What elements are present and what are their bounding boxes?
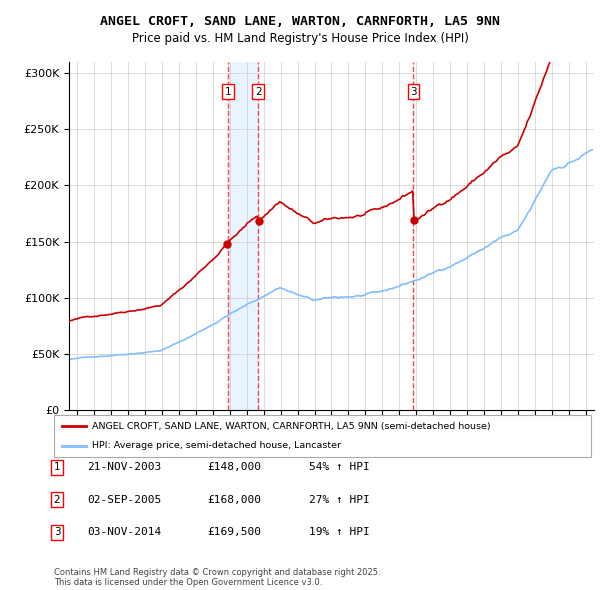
Text: ANGEL CROFT, SAND LANE, WARTON, CARNFORTH, LA5 9NN (semi-detached house): ANGEL CROFT, SAND LANE, WARTON, CARNFORT… bbox=[92, 422, 490, 431]
Text: 54% ↑ HPI: 54% ↑ HPI bbox=[309, 463, 370, 472]
Text: Contains HM Land Registry data © Crown copyright and database right 2025.
This d: Contains HM Land Registry data © Crown c… bbox=[54, 568, 380, 587]
Text: £169,500: £169,500 bbox=[207, 527, 261, 537]
Text: HPI: Average price, semi-detached house, Lancaster: HPI: Average price, semi-detached house,… bbox=[92, 441, 341, 450]
Text: £148,000: £148,000 bbox=[207, 463, 261, 472]
Text: 1: 1 bbox=[53, 463, 61, 472]
FancyBboxPatch shape bbox=[54, 415, 591, 457]
Text: Price paid vs. HM Land Registry's House Price Index (HPI): Price paid vs. HM Land Registry's House … bbox=[131, 32, 469, 45]
Text: 1: 1 bbox=[225, 87, 232, 97]
Text: 3: 3 bbox=[410, 87, 417, 97]
Text: 21-NOV-2003: 21-NOV-2003 bbox=[87, 463, 161, 472]
Text: 03-NOV-2014: 03-NOV-2014 bbox=[87, 527, 161, 537]
Text: 02-SEP-2005: 02-SEP-2005 bbox=[87, 495, 161, 504]
Bar bbox=[228, 62, 258, 410]
Text: 3: 3 bbox=[53, 527, 61, 537]
Text: 19% ↑ HPI: 19% ↑ HPI bbox=[309, 527, 370, 537]
Text: ANGEL CROFT, SAND LANE, WARTON, CARNFORTH, LA5 9NN: ANGEL CROFT, SAND LANE, WARTON, CARNFORT… bbox=[100, 15, 500, 28]
Text: £168,000: £168,000 bbox=[207, 495, 261, 504]
Text: 27% ↑ HPI: 27% ↑ HPI bbox=[309, 495, 370, 504]
Text: 2: 2 bbox=[255, 87, 262, 97]
Text: 2: 2 bbox=[53, 495, 61, 504]
